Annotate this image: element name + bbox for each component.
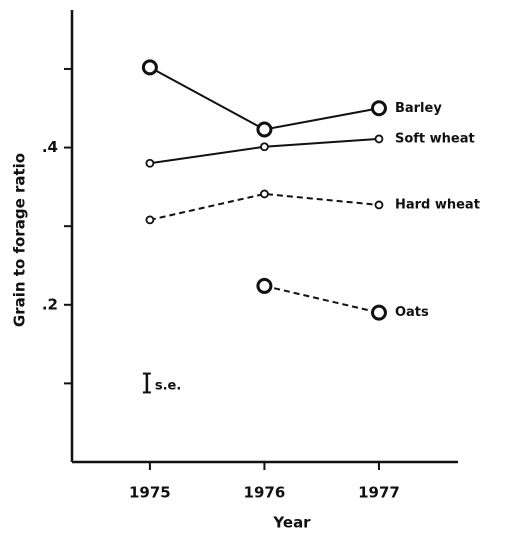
x-tick-label: 1977 <box>358 484 400 502</box>
series-line <box>149 192 380 221</box>
marker <box>374 200 384 210</box>
marker <box>145 158 155 168</box>
series-label: Soft wheat <box>395 131 475 146</box>
marker <box>141 59 158 76</box>
series-label: Barley <box>395 101 442 116</box>
marker <box>260 142 269 152</box>
marker <box>256 277 273 294</box>
marker <box>374 134 384 144</box>
series-line <box>149 66 380 131</box>
x-tick-label: 1975 <box>129 484 171 502</box>
marker <box>260 189 269 199</box>
series-label: Oats <box>395 305 429 320</box>
marker <box>370 304 387 321</box>
y-tick-label: .4 <box>42 138 58 156</box>
y-axis-label: Grain to forage ratio <box>11 153 29 327</box>
se-label: s.e. <box>155 379 181 394</box>
marker <box>256 121 273 138</box>
series-line <box>264 284 380 314</box>
x-tick-label: 1976 <box>244 484 286 502</box>
y-tick-label: .2 <box>42 295 58 313</box>
series-label: Hard wheat <box>395 197 480 212</box>
marker <box>145 215 155 225</box>
marker <box>370 100 387 117</box>
x-axis-label: Year <box>272 514 311 532</box>
